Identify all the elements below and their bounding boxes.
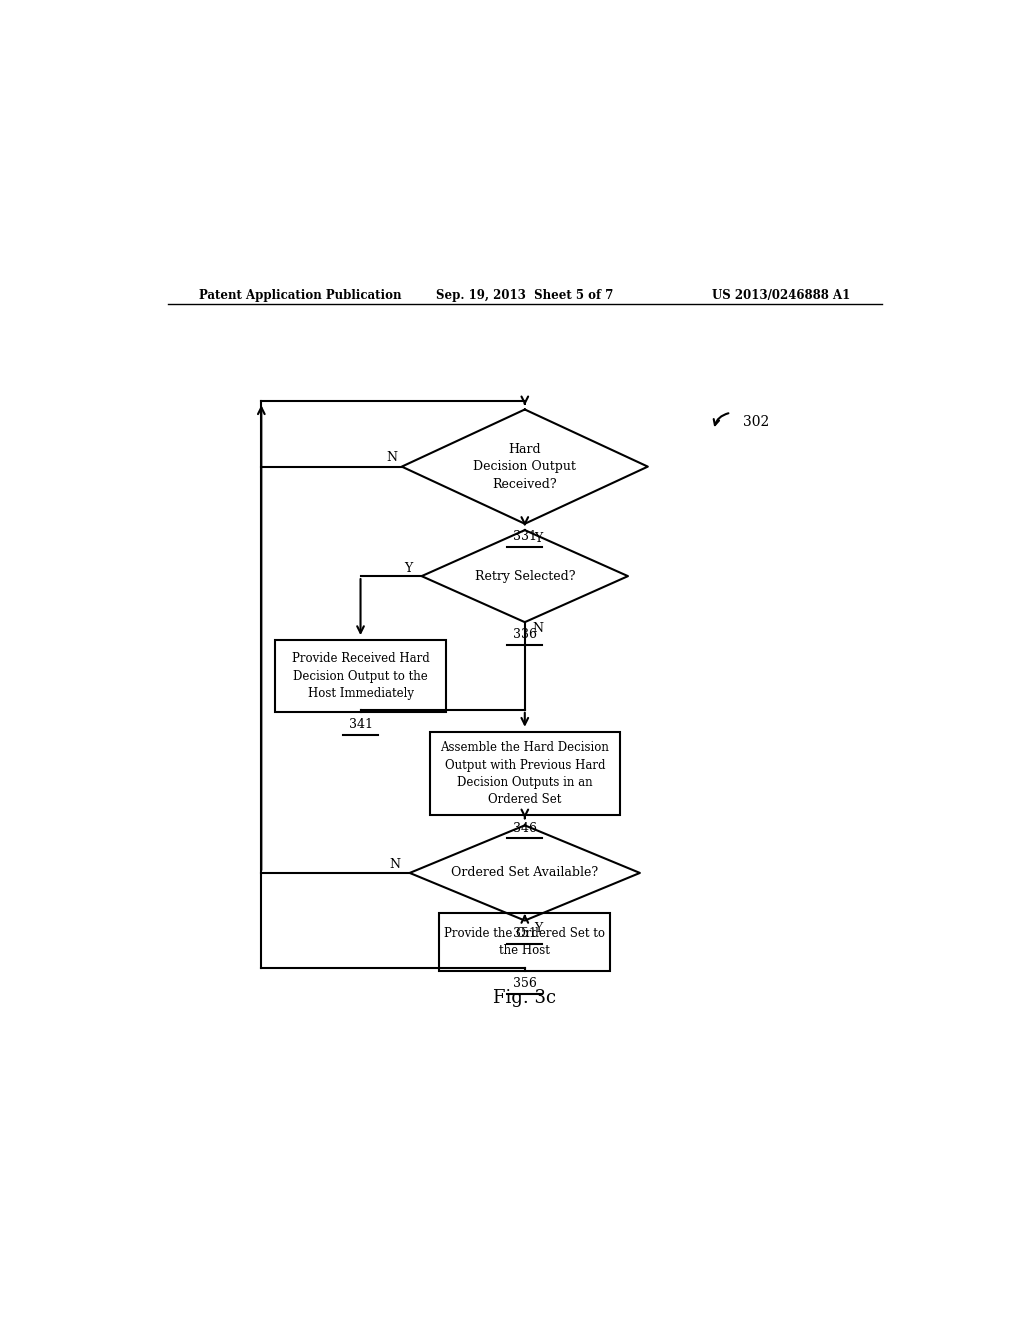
Text: N: N <box>532 622 544 635</box>
Text: Hard: Hard <box>509 442 541 455</box>
Text: Output with Previous Hard: Output with Previous Hard <box>444 759 605 771</box>
Text: 336: 336 <box>513 628 537 642</box>
Text: Decision Output to the: Decision Output to the <box>293 669 428 682</box>
Text: Received?: Received? <box>493 478 557 491</box>
Text: Retry Selected?: Retry Selected? <box>474 570 575 582</box>
Text: Host Immediately: Host Immediately <box>307 688 414 700</box>
Text: Fig. 3c: Fig. 3c <box>494 989 556 1007</box>
FancyBboxPatch shape <box>439 913 610 970</box>
Text: 356: 356 <box>513 977 537 990</box>
Text: 351: 351 <box>513 927 537 940</box>
Text: Patent Application Publication: Patent Application Publication <box>200 289 402 302</box>
Text: Sep. 19, 2013  Sheet 5 of 7: Sep. 19, 2013 Sheet 5 of 7 <box>436 289 613 302</box>
Text: Y: Y <box>535 532 543 545</box>
Text: N: N <box>386 450 397 463</box>
Text: Provide the Ordered Set to: Provide the Ordered Set to <box>444 927 605 940</box>
Text: 346: 346 <box>513 821 537 834</box>
Text: US 2013/0246888 A1: US 2013/0246888 A1 <box>712 289 850 302</box>
Text: Decision Outputs in an: Decision Outputs in an <box>457 776 593 789</box>
Text: Ordered Set: Ordered Set <box>488 793 561 807</box>
Text: Ordered Set Available?: Ordered Set Available? <box>452 866 598 879</box>
Text: 341: 341 <box>348 718 373 731</box>
Text: Assemble the Hard Decision: Assemble the Hard Decision <box>440 741 609 754</box>
Text: Decision Output: Decision Output <box>473 461 577 473</box>
Text: Y: Y <box>535 921 543 935</box>
Text: 331: 331 <box>513 529 537 543</box>
Text: Provide Received Hard: Provide Received Hard <box>292 652 429 665</box>
FancyBboxPatch shape <box>430 733 620 816</box>
Text: 302: 302 <box>743 416 769 429</box>
Text: N: N <box>389 858 400 871</box>
Text: the Host: the Host <box>500 944 550 957</box>
Text: Y: Y <box>403 562 412 574</box>
FancyBboxPatch shape <box>275 640 445 711</box>
